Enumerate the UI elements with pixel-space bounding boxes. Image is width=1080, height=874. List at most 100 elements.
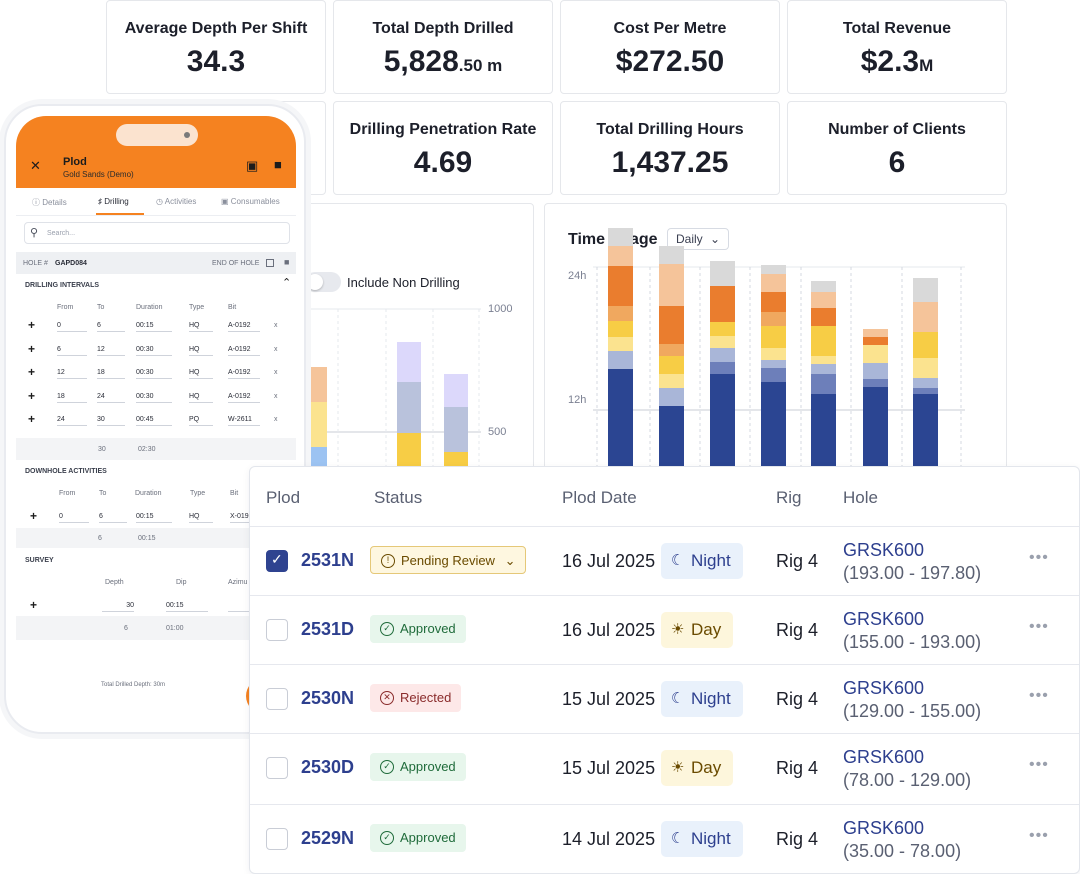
table-row[interactable]: 2530D ✓ Approved 15 Jul 2025 ☀ Day Rig 4 GRSK60… (250, 733, 1079, 803)
cell-duration[interactable]: 00:15 (136, 513, 172, 523)
row-checkbox[interactable]: ✓ (266, 550, 288, 572)
cell-type[interactable]: HQ (189, 369, 213, 379)
cell-bit[interactable]: A-0192 (228, 322, 260, 332)
cell-bit[interactable]: W-2611 (228, 416, 260, 426)
remove-row-icon[interactable]: x (274, 369, 278, 376)
trash-icon[interactable]: ■ (274, 157, 282, 172)
table-row[interactable]: 2531D ✓ Approved 16 Jul 2025 ☀ Day Rig 4 GRSK60… (250, 595, 1079, 665)
cell-depth[interactable]: 30 (102, 602, 134, 612)
table-row[interactable]: 2529N ✓ Approved 14 Jul 2025 ☾ Night Rig 4 GRSK… (250, 804, 1079, 873)
cell-bit[interactable]: A-0192 (228, 393, 260, 403)
add-row-icon[interactable]: + (28, 388, 36, 403)
col-header-rig[interactable]: Rig (776, 488, 802, 507)
tab-details[interactable]: ⓘ Details (32, 197, 67, 208)
cell-from[interactable]: 24 (57, 416, 87, 426)
col-bit: Bit (228, 304, 237, 311)
cell-type[interactable]: HQ (189, 322, 213, 332)
more-options-icon[interactable]: ••• (1029, 827, 1049, 844)
more-options-icon[interactable]: ••• (1029, 687, 1049, 704)
end-of-hole-checkbox[interactable] (266, 259, 274, 267)
cell-from[interactable]: 12 (57, 369, 87, 379)
col-header-hole[interactable]: Hole (843, 488, 878, 507)
cell-bit[interactable]: X-019 (230, 513, 260, 523)
cell-duration[interactable]: 00:15 (136, 322, 172, 332)
cell-duration[interactable]: 00:30 (136, 346, 172, 356)
plod-id-link[interactable]: 2531D (301, 619, 355, 639)
col-header-plod[interactable]: Plod (266, 488, 301, 507)
hole-link[interactable]: GRSK600 (843, 540, 925, 560)
more-options-icon[interactable]: ••• (1029, 618, 1049, 635)
close-icon[interactable]: ✕ (30, 158, 41, 173)
time-usage-bar-segment (710, 322, 735, 336)
time-usage-bar-segment (710, 261, 735, 286)
cell-duration[interactable]: 00:45 (136, 416, 172, 426)
cell-to[interactable]: 30 (97, 416, 125, 426)
cell-dip[interactable]: 00:15 (166, 602, 208, 612)
tab-activities[interactable]: ◷ Activities (156, 197, 196, 206)
remove-row-icon[interactable]: x (274, 322, 278, 329)
kpi-value: 6 (888, 146, 906, 179)
col-header-plod-date[interactable]: Plod Date (562, 488, 637, 507)
row-checkbox[interactable] (266, 828, 288, 850)
cell-type[interactable]: PQ (189, 416, 213, 426)
tab-drilling[interactable]: ♯ Drilling (98, 197, 129, 206)
status-label: Approved (400, 759, 456, 774)
remove-row-icon[interactable]: x (274, 392, 278, 400)
cell-from[interactable]: 6 (57, 346, 87, 356)
add-row-icon[interactable]: + (28, 365, 36, 379)
hole-link[interactable]: GRSK600 (843, 609, 925, 629)
status-badge[interactable]: ! Pending Review ⌄ (370, 546, 527, 574)
cell-bit[interactable]: A-0192 (228, 346, 260, 356)
cell-to[interactable]: 12 (97, 346, 125, 356)
plod-id-link[interactable]: 2529N (301, 828, 355, 848)
hole-link[interactable]: GRSK600 (843, 818, 925, 838)
cell-from[interactable]: 18 (57, 393, 87, 403)
cell-to[interactable]: 18 (97, 369, 125, 379)
more-options-icon[interactable]: ••• (1029, 549, 1049, 566)
cell-from[interactable]: 0 (59, 513, 89, 523)
hole-link[interactable]: GRSK600 (843, 747, 925, 767)
add-row-icon[interactable]: + (28, 318, 36, 332)
cell-duration[interactable]: 00:30 (136, 369, 172, 379)
table-row[interactable]: ✓ 2531N! Pending Review ⌄ 16 Jul 2025 ☾ Night… (250, 526, 1079, 596)
search-input[interactable]: ⚲ Search... (24, 222, 290, 244)
add-row-icon[interactable]: + (28, 412, 36, 426)
cell-to[interactable]: 6 (99, 513, 127, 523)
cell-from[interactable]: 0 (57, 322, 87, 332)
cell-type[interactable]: HQ (189, 393, 213, 403)
status-label: Pending Review (401, 553, 495, 568)
plod-id-link[interactable]: 2530D (301, 757, 355, 777)
chevron-up-icon[interactable]: ⌃ (282, 277, 292, 289)
tab-consumables[interactable]: ▣ Consumables (221, 197, 280, 206)
info-icon: ⓘ (32, 198, 43, 207)
col-header-status[interactable]: Status (374, 488, 423, 507)
plod-date: 15 Jul 2025 (562, 689, 656, 709)
cell-to[interactable]: 6 (97, 322, 125, 332)
row-checkbox[interactable] (266, 688, 288, 710)
rig-name: Rig 4 (776, 620, 819, 640)
add-row-icon[interactable]: + (30, 509, 38, 523)
delete-hole-icon[interactable]: ■ (284, 257, 290, 267)
cell-bit[interactable]: A-0192 (228, 369, 260, 379)
cell-type[interactable]: HQ (189, 346, 213, 356)
remove-row-icon[interactable]: x (274, 416, 278, 423)
kpi-label: Average Depth Per Shift (124, 20, 308, 37)
active-tab-indicator (96, 213, 144, 215)
add-row-icon[interactable]: + (28, 341, 36, 356)
period-dropdown[interactable]: Daily ⌄ (667, 228, 730, 250)
more-options-icon[interactable]: ••• (1029, 756, 1049, 773)
cell-type[interactable]: HQ (189, 513, 213, 523)
add-row-icon[interactable]: + (30, 598, 38, 612)
remove-row-icon[interactable]: x (274, 345, 278, 353)
save-icon[interactable]: ▣ (246, 158, 259, 173)
include-non-drilling-toggle[interactable] (305, 272, 341, 292)
cell-to[interactable]: 24 (97, 393, 125, 403)
plod-id-link[interactable]: 2530N (301, 688, 355, 708)
row-checkbox[interactable] (266, 619, 288, 641)
hole-link[interactable]: GRSK600 (843, 678, 925, 698)
row-checkbox[interactable] (266, 757, 288, 779)
cell-duration[interactable]: 00:30 (136, 393, 172, 403)
plod-id-link[interactable]: 2531N (301, 550, 355, 570)
time-usage-bar-segment (863, 363, 888, 379)
table-row[interactable]: 2530N ✕ Rejected 15 Jul 2025 ☾ Night Rig 4 GRSK… (250, 664, 1079, 734)
